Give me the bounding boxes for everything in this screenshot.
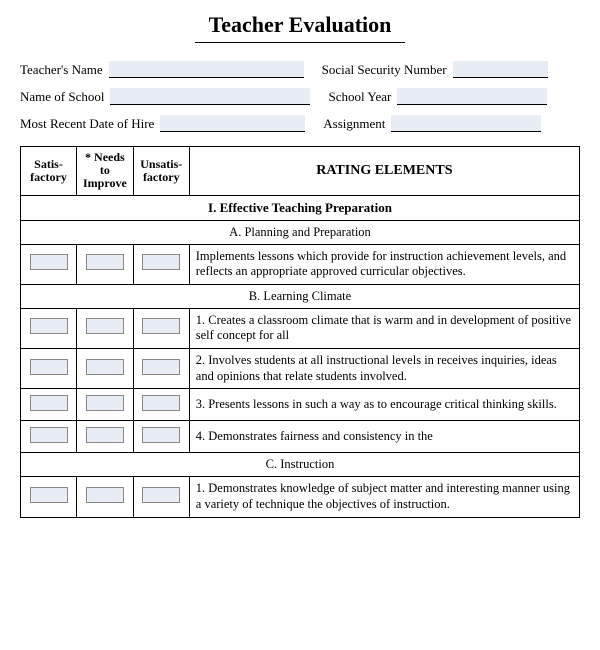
item-desc: 4. Demonstrates fairness and consistency… [189, 421, 579, 453]
subsection-a-title: A. Planning and Preparation [21, 220, 580, 244]
checkbox-needs-improve[interactable] [86, 487, 124, 503]
field-row-2: Name of School School Year [20, 88, 580, 105]
checkbox-satisfactory[interactable] [30, 395, 68, 411]
input-ssn[interactable] [453, 61, 548, 78]
checkbox-satisfactory[interactable] [30, 427, 68, 443]
label-assignment: Assignment [323, 116, 385, 132]
checkbox-satisfactory[interactable] [30, 487, 68, 503]
item-desc: 1. Creates a classroom climate that is w… [189, 308, 579, 348]
checkbox-unsatisfactory[interactable] [142, 359, 180, 375]
checkbox-unsatisfactory[interactable] [142, 427, 180, 443]
checkbox-needs-improve[interactable] [86, 395, 124, 411]
page-title: Teacher Evaluation [20, 12, 580, 38]
field-school-name: Name of School [20, 88, 310, 105]
checkbox-needs-improve[interactable] [86, 427, 124, 443]
item-desc: 1. Demonstrates knowledge of subject mat… [189, 477, 579, 517]
label-hire-date: Most Recent Date of Hire [20, 116, 154, 132]
field-ssn: Social Security Number [322, 61, 548, 78]
item-desc: Implements lessons which provide for ins… [189, 244, 579, 284]
label-ssn: Social Security Number [322, 62, 447, 78]
input-hire-date[interactable] [160, 115, 305, 132]
table-row: 2. Involves students at all instructiona… [21, 349, 580, 389]
checkbox-needs-improve[interactable] [86, 318, 124, 334]
input-school-name[interactable] [110, 88, 310, 105]
input-school-year[interactable] [397, 88, 547, 105]
section-1-title: I. Effective Teaching Preparation [21, 195, 580, 220]
checkbox-unsatisfactory[interactable] [142, 254, 180, 270]
field-assignment: Assignment [323, 115, 541, 132]
checkbox-satisfactory[interactable] [30, 318, 68, 334]
col-header-elements: RATING ELEMENTS [189, 147, 579, 196]
evaluation-form: Teacher Evaluation Teacher's Name Social… [0, 0, 600, 518]
field-teacher-name: Teacher's Name [20, 61, 304, 78]
table-header-row: Satis- factory * Needs to Improve Unsati… [21, 147, 580, 196]
table-row: 1. Creates a classroom climate that is w… [21, 308, 580, 348]
field-row-3: Most Recent Date of Hire Assignment [20, 115, 580, 132]
table-row: 3. Presents lessons in such a way as to … [21, 389, 580, 421]
col-header-satisfactory: Satis- factory [21, 147, 77, 196]
field-hire-date: Most Recent Date of Hire [20, 115, 305, 132]
table-row: Implements lessons which provide for ins… [21, 244, 580, 284]
checkbox-satisfactory[interactable] [30, 359, 68, 375]
checkbox-unsatisfactory[interactable] [142, 395, 180, 411]
field-row-1: Teacher's Name Social Security Number [20, 61, 580, 78]
input-assignment[interactable] [391, 115, 541, 132]
checkbox-needs-improve[interactable] [86, 254, 124, 270]
checkbox-needs-improve[interactable] [86, 359, 124, 375]
rating-table: Satis- factory * Needs to Improve Unsati… [20, 146, 580, 518]
label-teacher-name: Teacher's Name [20, 62, 103, 78]
table-row: 4. Demonstrates fairness and consistency… [21, 421, 580, 453]
checkbox-unsatisfactory[interactable] [142, 487, 180, 503]
subsection-b-title: B. Learning Climate [21, 284, 580, 308]
checkbox-unsatisfactory[interactable] [142, 318, 180, 334]
table-row: 1. Demonstrates knowledge of subject mat… [21, 477, 580, 517]
input-teacher-name[interactable] [109, 61, 304, 78]
title-underline [195, 42, 405, 43]
checkbox-satisfactory[interactable] [30, 254, 68, 270]
col-header-unsatisfactory: Unsatis- factory [133, 147, 189, 196]
label-school-name: Name of School [20, 89, 104, 105]
item-desc: 3. Presents lessons in such a way as to … [189, 389, 579, 421]
field-school-year: School Year [328, 88, 547, 105]
item-desc: 2. Involves students at all instructiona… [189, 349, 579, 389]
label-school-year: School Year [328, 89, 391, 105]
col-header-needs-improve: * Needs to Improve [77, 147, 134, 196]
subsection-c-title: C. Instruction [21, 453, 580, 477]
